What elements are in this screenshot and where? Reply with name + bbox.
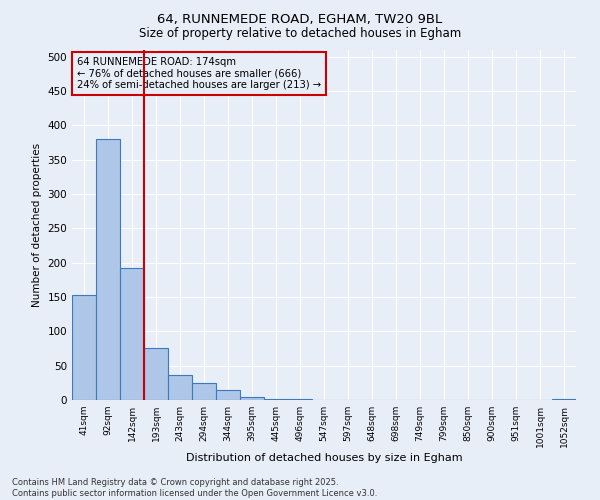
- Bar: [96, 138, 120, 400]
- X-axis label: Distribution of detached houses by size in Egham: Distribution of detached houses by size …: [185, 452, 463, 462]
- Bar: [72, 295, 96, 400]
- Text: Contains HM Land Registry data © Crown copyright and database right 2025.
Contai: Contains HM Land Registry data © Crown c…: [12, 478, 377, 498]
- Bar: [192, 383, 216, 400]
- Bar: [120, 268, 144, 400]
- Text: Size of property relative to detached houses in Egham: Size of property relative to detached ho…: [139, 28, 461, 40]
- Bar: [216, 390, 240, 400]
- Bar: [240, 396, 264, 400]
- Bar: [144, 348, 168, 400]
- Y-axis label: Number of detached properties: Number of detached properties: [32, 143, 42, 307]
- Bar: [168, 374, 192, 400]
- Bar: [264, 398, 288, 400]
- Text: 64, RUNNEMEDE ROAD, EGHAM, TW20 9BL: 64, RUNNEMEDE ROAD, EGHAM, TW20 9BL: [157, 12, 443, 26]
- Text: 64 RUNNEMEDE ROAD: 174sqm
← 76% of detached houses are smaller (666)
24% of semi: 64 RUNNEMEDE ROAD: 174sqm ← 76% of detac…: [77, 57, 321, 90]
